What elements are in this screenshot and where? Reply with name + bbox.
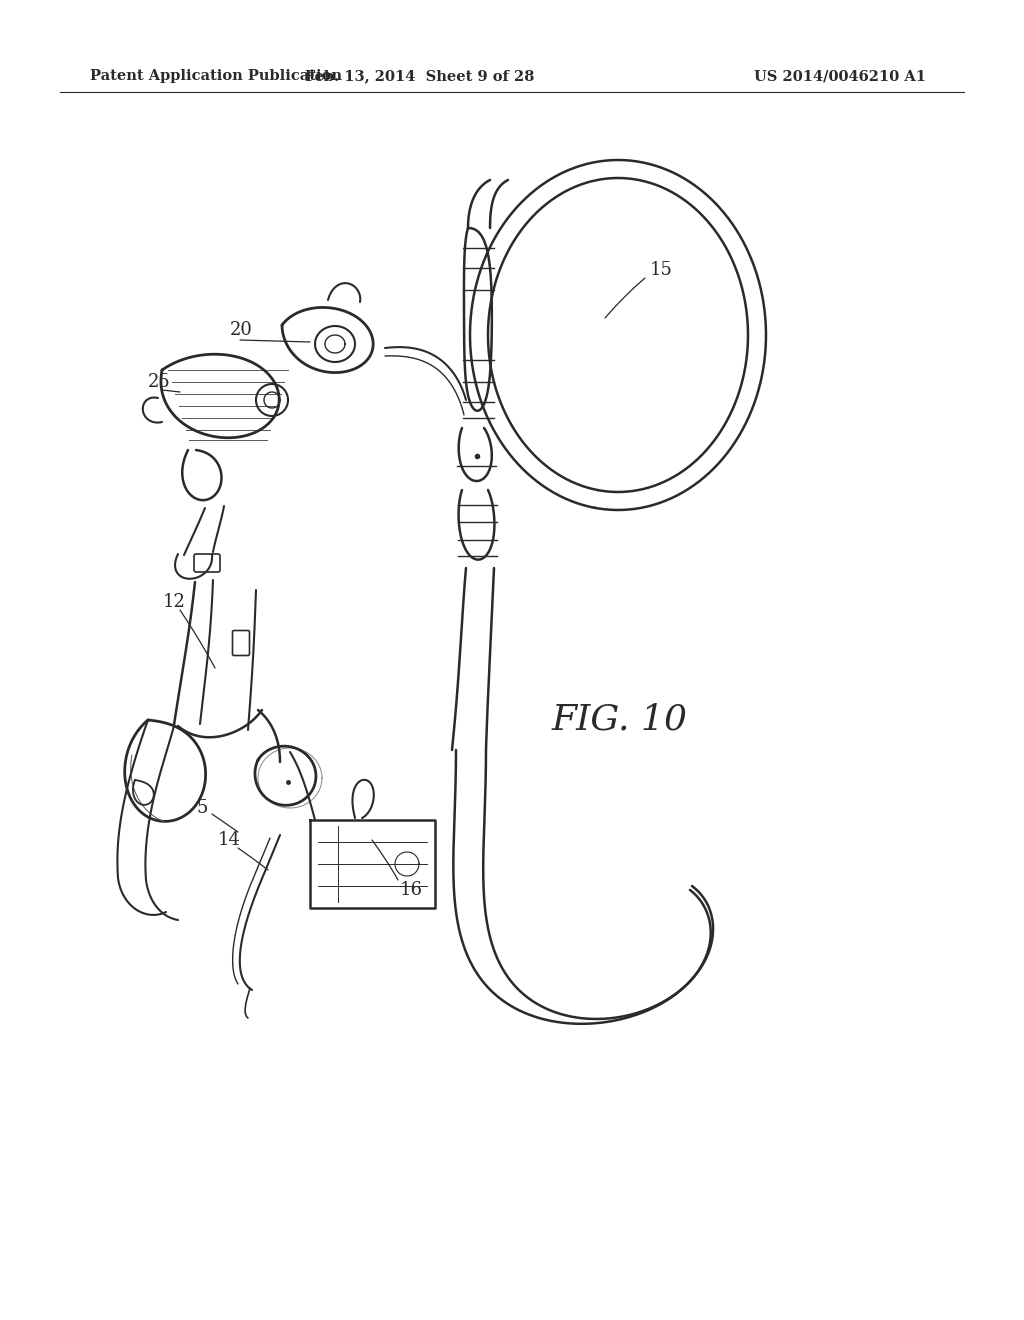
Text: 12: 12 [163,593,186,611]
Text: FIG. 10: FIG. 10 [552,704,688,737]
Text: 25: 25 [148,374,171,391]
Text: 20: 20 [230,321,253,339]
Text: US 2014/0046210 A1: US 2014/0046210 A1 [754,69,926,83]
Text: 16: 16 [400,880,423,899]
Text: 14: 14 [218,832,241,849]
Text: 5: 5 [197,799,208,817]
FancyBboxPatch shape [194,554,220,572]
FancyBboxPatch shape [232,631,250,656]
Text: Feb. 13, 2014  Sheet 9 of 28: Feb. 13, 2014 Sheet 9 of 28 [305,69,535,83]
Text: 15: 15 [650,261,673,279]
Text: Patent Application Publication: Patent Application Publication [90,69,342,83]
